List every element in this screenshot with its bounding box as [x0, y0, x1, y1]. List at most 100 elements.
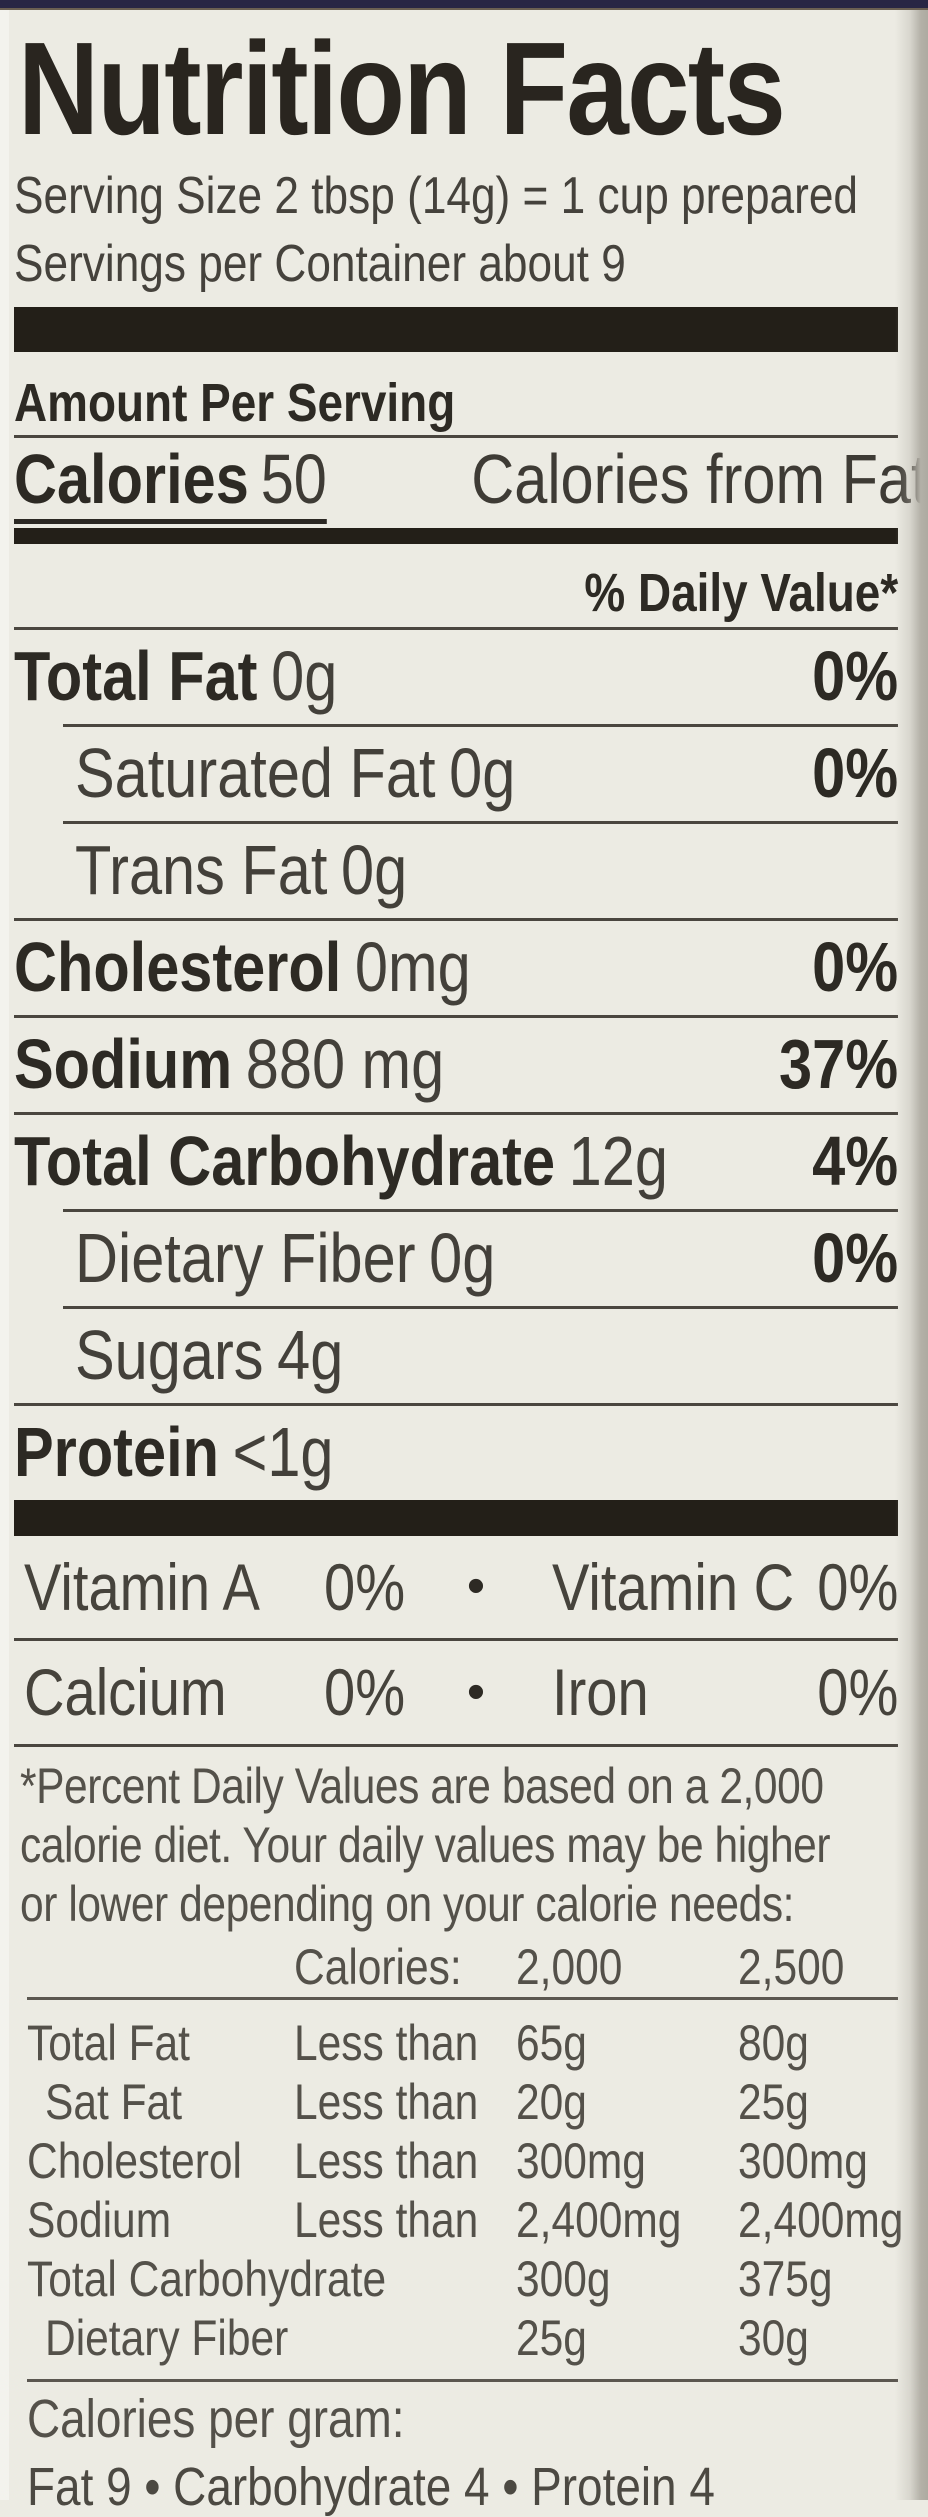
dv-table-header-col1: 2,000	[516, 1938, 623, 1995]
calories-row: Calories 50 Calories from Fat 0	[14, 444, 928, 524]
footnote-line: *Percent Daily Values are based on a 2,0…	[20, 1757, 824, 1814]
nutrient-row-saturated-fat: Saturated Fat 0g 0%	[14, 727, 898, 821]
micronutrient-row-vitamins: Vitamin A 0% • Vitamin C 0%	[14, 1536, 898, 1639]
nutrient-dv: 0%	[812, 1218, 898, 1297]
divider-hairline	[14, 1402, 898, 1406]
calories-per-gram-title: Calories per gram:	[27, 2388, 405, 2449]
dv-row-value-2500: 2,400mg	[738, 2191, 904, 2248]
package-left-edge	[0, 10, 9, 2500]
dv-row-qualifier: Less than	[294, 2073, 479, 2130]
dv-row-value-2000: 20g	[516, 2073, 587, 2130]
dv-row-value-2500: 300mg	[738, 2132, 868, 2189]
divider-medium	[14, 527, 898, 544]
dv-table-row: Cholesterol Less than 300mg 300mg	[27, 2136, 898, 2186]
dv-row-value-2500: 375g	[738, 2250, 833, 2307]
calories-amount: Calories 50	[14, 444, 327, 524]
dv-row-value-2000: 65g	[516, 2014, 587, 2071]
dv-table-row: Total Carbohydrate 300g 375g	[27, 2254, 898, 2304]
dv-table-header: Calories: 2,000 2,500	[27, 1942, 898, 1992]
separator-bullet: •	[466, 1663, 486, 1722]
divider-hairline	[27, 2378, 898, 2382]
nutrient-name: Sugars	[75, 1315, 264, 1394]
micronutrient-value: 0%	[324, 1549, 406, 1624]
calories-label: Calories	[14, 439, 249, 518]
dv-row-qualifier: Less than	[294, 2132, 479, 2189]
servings-per-container-line: Servings per Container about 9	[14, 235, 626, 294]
nutrient-dv: 4%	[812, 1121, 898, 1200]
nutrient-amount: 0mg	[354, 927, 471, 1006]
nutrient-amount: 880 mg	[245, 1024, 445, 1103]
nutrient-name: Total Fat	[14, 636, 258, 715]
divider-hairline-indented	[63, 820, 898, 824]
micronutrient-name: Vitamin C	[552, 1549, 795, 1624]
nutrient-amount: 0g	[449, 733, 516, 812]
dv-row-name: Total Fat	[27, 2014, 190, 2071]
nutrient-dv: 0%	[812, 733, 898, 812]
label-title-text: Nutrition Facts	[18, 15, 786, 162]
nutrient-row-sugars: Sugars 4g	[14, 1309, 898, 1403]
nutrient-dv: 0%	[812, 636, 898, 715]
nutrient-name: Sodium	[14, 1024, 233, 1103]
nutrient-amount: 0g	[271, 636, 338, 715]
dv-row-value-2000: 300mg	[516, 2132, 646, 2189]
nutrient-amount: 4g	[277, 1315, 344, 1394]
serving-info: Serving Size 2 tbsp (14g) = 1 cup prepar…	[14, 162, 898, 299]
dv-row-value-2000: 300g	[516, 2250, 611, 2307]
nutrient-row-protein: Protein <1g	[14, 1406, 898, 1500]
dv-row-name: Dietary Fiber	[45, 2309, 289, 2366]
divider-hairline	[14, 1014, 898, 1018]
micronutrient-row-minerals: Calcium 0% • Iron 0%	[14, 1641, 898, 1744]
package-top-edge	[0, 0, 928, 10]
dv-row-value-2500: 25g	[738, 2073, 809, 2130]
serving-size-line: Serving Size 2 tbsp (14g) = 1 cup prepar…	[14, 166, 858, 225]
separator-bullet: •	[466, 1557, 486, 1616]
nutrient-row-dietary-fiber: Dietary Fiber 0g 0%	[14, 1212, 898, 1306]
label-body: Nutrition Facts Serving Size 2 tbsp (14g…	[0, 10, 928, 2514]
daily-value-footnote: *Percent Daily Values are based on a 2,0…	[20, 1757, 898, 1934]
nutrient-row-sodium: Sodium 880 mg 37%	[14, 1018, 898, 1112]
nutrient-name: Total Carbohydrate	[14, 1121, 556, 1200]
dv-row-value-2000: 25g	[516, 2309, 587, 2366]
dv-table-row: Sat Fat Less than 20g 25g	[27, 2077, 898, 2127]
divider-thick-top	[14, 306, 898, 352]
divider-hairline-indented	[63, 723, 898, 727]
nutrient-name: Protein	[14, 1412, 219, 1491]
nutrient-name: Cholesterol	[14, 927, 342, 1006]
divider-hairline	[14, 434, 898, 438]
dv-table-header-col2: 2,500	[738, 1938, 845, 1995]
dv-row-qualifier: Less than	[294, 2014, 479, 2071]
footnote-line: or lower depending on your calorie needs…	[20, 1875, 795, 1932]
divider-hairline	[27, 1996, 898, 2000]
divider-hairline	[14, 1743, 898, 1747]
dv-row-name: Total Carbohydrate	[27, 2250, 387, 2307]
divider-hairline	[14, 917, 898, 921]
divider-hairline-indented	[63, 1305, 898, 1309]
nutrient-name: Dietary Fiber	[75, 1218, 416, 1297]
micronutrient-value: 0%	[816, 1549, 898, 1624]
nutrient-row-cholesterol: Cholesterol 0mg 0%	[14, 921, 898, 1015]
dv-row-value-2500: 80g	[738, 2014, 809, 2071]
dv-table-row: Total Fat Less than 65g 80g	[27, 2018, 898, 2068]
micronutrient-name: Iron	[552, 1655, 649, 1730]
daily-value-header: % Daily Value*	[584, 562, 898, 623]
micronutrient-value: 0%	[816, 1655, 898, 1730]
dv-row-value-2000: 2,400mg	[516, 2191, 682, 2248]
micronutrient-value: 0%	[324, 1655, 406, 1730]
divider-thick-bottom	[14, 1499, 898, 1536]
nutrient-name: Trans Fat	[75, 830, 328, 909]
micronutrient-name: Calcium	[24, 1655, 227, 1730]
nutrient-dv: 37%	[778, 1024, 898, 1103]
nutrient-row-total-fat: Total Fat 0g 0%	[14, 630, 898, 724]
dv-row-name: Sodium	[27, 2191, 172, 2248]
amount-per-serving-heading: Amount Per Serving	[14, 372, 456, 433]
nutrient-amount: 12g	[568, 1121, 668, 1200]
nutrient-amount: 0g	[340, 830, 408, 909]
dv-table-row: Dietary Fiber 25g 30g	[27, 2313, 898, 2363]
divider-hairline	[14, 626, 898, 630]
calories-per-gram-values: Fat 9 • Carbohydrate 4 • Protein 4	[27, 2456, 715, 2517]
dv-row-name: Sat Fat	[45, 2073, 183, 2130]
calories-from-fat: Calories from Fat 0	[471, 439, 928, 518]
dv-table-header-label: Calories:	[294, 1938, 462, 1995]
nutrient-amount: <1g	[232, 1412, 334, 1491]
